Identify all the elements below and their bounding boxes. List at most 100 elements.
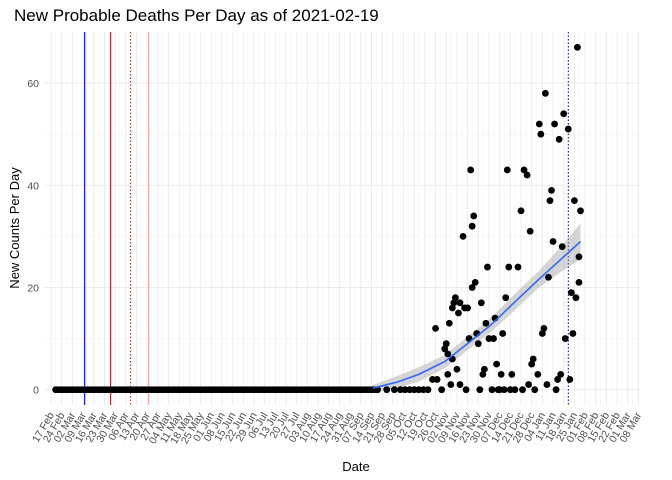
data-point [468, 222, 476, 230]
data-point [468, 284, 476, 291]
data-point [540, 324, 548, 332]
data-point [575, 253, 583, 261]
data-point [455, 309, 462, 317]
data-point [450, 299, 458, 307]
data-point [538, 330, 546, 337]
grid [45, 32, 640, 405]
data-point [479, 370, 487, 378]
data-point [574, 43, 581, 51]
data-point [52, 386, 60, 394]
data-point [499, 330, 507, 337]
data-point [476, 386, 484, 394]
data-point [424, 386, 432, 394]
data-point [464, 304, 472, 312]
data-point [453, 365, 461, 373]
data-point [577, 207, 584, 215]
data-point [511, 386, 519, 394]
data-point [482, 319, 490, 327]
data-point [549, 238, 557, 245]
data-point [488, 386, 496, 394]
y-axis-ticks: 0 20 40 60 [27, 78, 39, 397]
data-point [477, 299, 485, 307]
trend-line-path [372, 240, 582, 389]
data-point [390, 386, 398, 394]
data-point [523, 171, 531, 179]
data-point [560, 110, 568, 118]
data-point [569, 330, 577, 337]
data-point [570, 197, 578, 205]
data-point [502, 294, 510, 302]
data-point [505, 263, 513, 271]
y-axis-label: New Counts Per Day [7, 167, 22, 289]
data-point [438, 386, 446, 394]
data-point [520, 166, 528, 174]
data-point [432, 324, 439, 332]
data-point [537, 130, 545, 138]
data-point [497, 370, 505, 378]
data-point [567, 289, 575, 296]
data-point [543, 381, 551, 388]
data-point [500, 386, 508, 394]
data-point [535, 120, 543, 128]
data-point [445, 319, 453, 327]
data-point [474, 340, 482, 348]
data-point [470, 212, 478, 220]
data-point [531, 386, 539, 394]
data-point [444, 370, 452, 378]
data-point [548, 186, 555, 194]
data-point [514, 263, 522, 271]
data-point [451, 294, 459, 302]
data-point [551, 120, 558, 128]
data-point [471, 278, 479, 286]
data-point [433, 376, 441, 383]
data-point [525, 381, 533, 388]
data-point [558, 243, 566, 251]
data-point [383, 386, 391, 394]
y-tick-label: 60 [27, 78, 39, 90]
data-point [447, 381, 455, 388]
data-point [552, 386, 560, 394]
reference-lines [84, 32, 569, 405]
y-tick-label: 0 [33, 385, 39, 397]
data-point [444, 350, 452, 358]
x-axis-label: Date [342, 459, 369, 474]
data-point [519, 386, 526, 394]
data-point [480, 365, 488, 373]
data-point [467, 166, 475, 174]
y-tick-label: 20 [27, 282, 39, 294]
data-point [555, 135, 563, 143]
data-point [529, 355, 537, 363]
data-point [442, 340, 450, 348]
data-point [508, 370, 516, 378]
data-point [517, 207, 525, 215]
data-point [554, 376, 562, 383]
data-point [441, 345, 449, 353]
data-point [456, 299, 464, 307]
data-point [542, 89, 549, 97]
data-point [493, 360, 500, 368]
data-point [459, 232, 467, 240]
data-point [546, 197, 554, 205]
data-point [572, 294, 580, 302]
trend-line [372, 240, 582, 389]
data-point [545, 273, 552, 281]
y-tick-label: 40 [27, 180, 39, 192]
data-point [534, 370, 542, 378]
data-point [526, 227, 534, 235]
chart-title: New Probable Deaths Per Day as of 2021-0… [14, 6, 379, 25]
data-point [528, 360, 536, 368]
data-point [503, 166, 511, 174]
data-points [52, 43, 584, 394]
data-point [462, 386, 470, 394]
data-point [490, 335, 497, 342]
data-point [557, 370, 565, 378]
data-point [575, 278, 583, 286]
data-point [456, 381, 464, 388]
data-point [561, 335, 569, 342]
data-point [566, 376, 574, 383]
data-point [484, 263, 491, 271]
data-point [448, 304, 456, 312]
data-point [564, 125, 572, 133]
